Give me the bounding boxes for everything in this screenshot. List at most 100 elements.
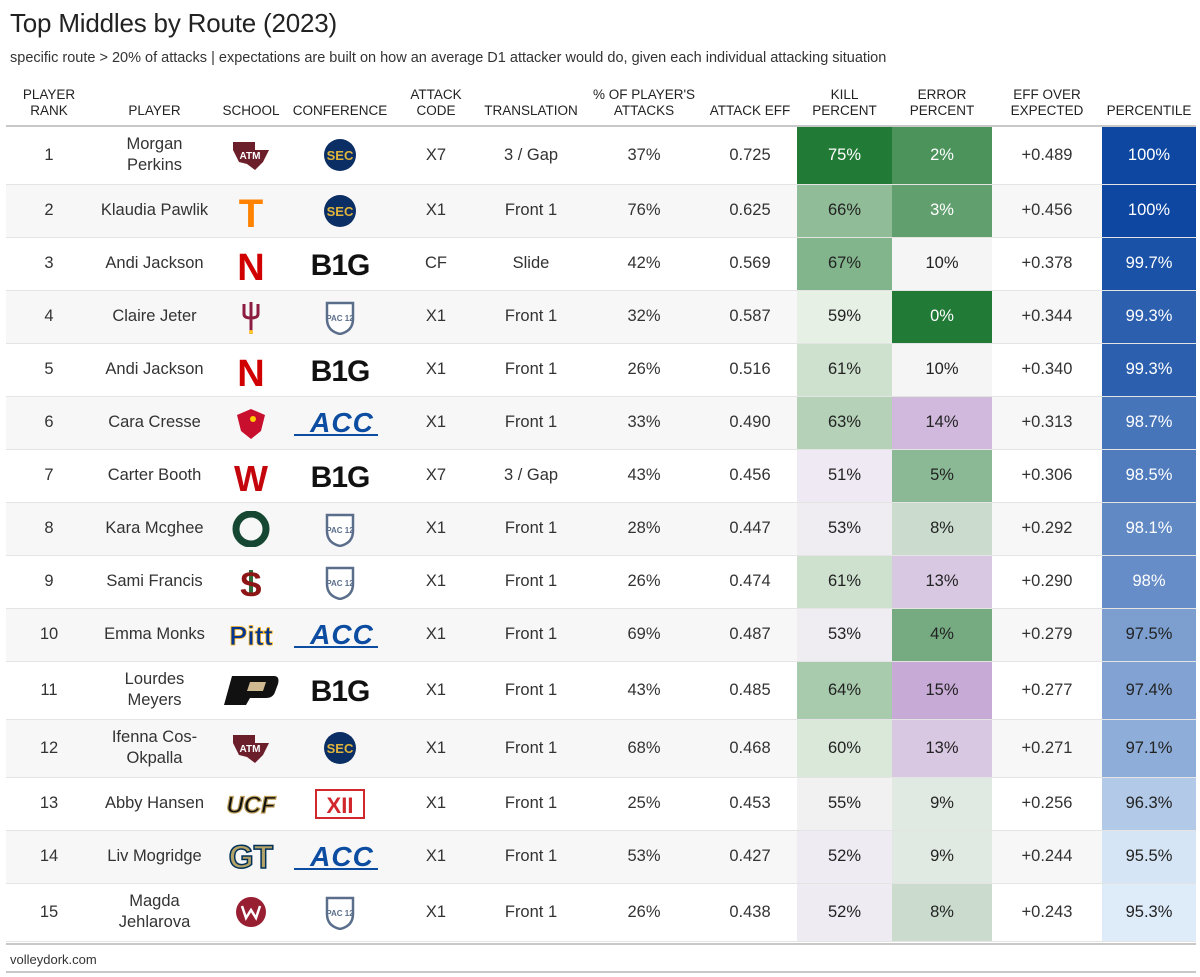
kill-pct-cell: 53% [797,502,892,556]
sec-logo: SEC [324,139,356,172]
percentile-cell: 100% [1102,184,1196,238]
pct-attacks-cell: 42% [585,237,703,291]
big10-logo: B1G [311,675,371,705]
nebraska-logo: N [237,353,264,388]
big10-logo-text: B1G [311,461,370,491]
conference-logo-cell: SEC [285,126,395,185]
player-cell: Cara Cresse [92,396,217,450]
code-cell: X1 [395,608,477,662]
eff-cell: 0.453 [703,777,797,831]
school-logo-cell [217,883,285,942]
column-header-translation: Translation [477,76,585,127]
tennessee-logo: T [239,193,263,229]
eff-over-exp-cell: +0.290 [992,555,1102,609]
player-cell: Emma Monks [92,608,217,662]
sec-logo: SEC [324,194,356,227]
translation-cell: Front 1 [477,343,585,397]
error-pct-cell: 5% [892,449,992,503]
sec-logo-text: SEC [327,148,354,163]
error-pct-cell: 10% [892,343,992,397]
pct-attacks-cell: 32% [585,290,703,344]
table-row: 2 Klaudia Pawlik T SEC X1 Front 1 76% 0.625 66% 3… [6,184,1196,238]
purdue-logo-inner [247,682,266,691]
big12-logo-text: XII [327,793,354,818]
purdue-logo: P [224,676,279,705]
big10-logo: B1G [311,355,371,385]
eff-cell: 0.516 [703,343,797,397]
eff-cell: 0.474 [703,555,797,609]
rank-cell: 4 [6,290,92,344]
school-logo-cell: N [217,237,285,291]
percentile-cell: 97.4% [1102,661,1196,720]
percentile-cell: 100% [1102,126,1196,185]
eff-over-exp-cell: +0.306 [992,449,1102,503]
stanford-logo-text: S [240,566,263,600]
error-pct-cell: 10% [892,237,992,291]
table-row: 4 Claire Jeter PAC 12 X1 Front 1 32% 0.587 59% 0… [6,290,1196,344]
translation-cell: Front 1 [477,555,585,609]
code-cell: X1 [395,502,477,556]
eff-cell: 0.587 [703,290,797,344]
code-cell: X1 [395,830,477,884]
rank-cell: 3 [6,237,92,291]
percentile-cell: 97.5% [1102,608,1196,662]
pct-attacks-cell: 37% [585,126,703,185]
school-logo-cell [217,290,285,344]
eff-cell: 0.569 [703,237,797,291]
conference-logo-cell: B1G [285,661,395,720]
rank-cell: 8 [6,502,92,556]
player-name-cell: Magda Jehlarova [92,883,217,942]
washington-state-logo-mark [240,905,262,921]
percentile-cell: 99.3% [1102,290,1196,344]
texas-am-logo-text: ATM [240,151,261,162]
wisconsin-logo: W [234,458,268,494]
kill-pct-cell: 59% [797,290,892,344]
conference-logo-cell: XII [285,777,395,831]
pac12-logo: PAC 12 [325,896,354,930]
eff-over-exp-cell: +0.340 [992,343,1102,397]
player-name-line: Okpalla [126,749,183,767]
error-pct-cell: 13% [892,555,992,609]
error-pct-cell: 9% [892,777,992,831]
school-logo-cell: GT [217,830,285,884]
player-cell: Sami Francis [92,555,217,609]
kill-pct-cell: 51% [797,449,892,503]
louisville-logo [237,408,265,439]
rank-cell: 15 [6,883,92,942]
eff-cell: 0.490 [703,396,797,450]
kill-pct-cell: 53% [797,608,892,662]
percentile-cell: 95.3% [1102,883,1196,942]
big12-logo: XII [315,788,365,819]
conference-logo-cell: SEC [285,184,395,238]
conference-logo-cell: ACC [285,396,395,450]
code-cell: X1 [395,290,477,344]
player-name-line: Magda [129,892,180,910]
rank-cell: 7 [6,449,92,503]
player-cell: Liv Mogridge [92,830,217,884]
percentile-cell: 98.5% [1102,449,1196,503]
school-logo-cell: ATM [217,126,285,185]
translation-cell: 3 / Gap [477,126,585,185]
texas-am-logo-shape [233,142,269,171]
translation-cell: 3 / Gap [477,449,585,503]
percentile-cell: 98% [1102,555,1196,609]
pct-attacks-cell: 25% [585,777,703,831]
pac12-logo-shield [325,513,355,547]
rank-cell: 2 [6,184,92,238]
pct-attacks-cell: 53% [585,830,703,884]
arizona-state-logo-dot [249,329,253,334]
oregon-logo-ring [232,510,270,547]
school-logo-cell: T [217,184,285,238]
player-name-line: Meyers [127,691,182,709]
percentile-cell: 99.7% [1102,237,1196,291]
sec-logo-text: SEC [327,204,354,219]
kill-pct-cell: 64% [797,661,892,720]
chart-subtitle: specific route > 20% of attacks | expect… [10,50,887,66]
sec-logo-circle [324,139,356,172]
player-cell: Klaudia Pawlik [92,184,217,238]
translation-cell: Front 1 [477,396,585,450]
translation-cell: Front 1 [477,883,585,942]
texas-am-logo: ATM [233,735,269,763]
percentile-cell: 95.5% [1102,830,1196,884]
acc-logo-text: ACC [309,842,374,872]
